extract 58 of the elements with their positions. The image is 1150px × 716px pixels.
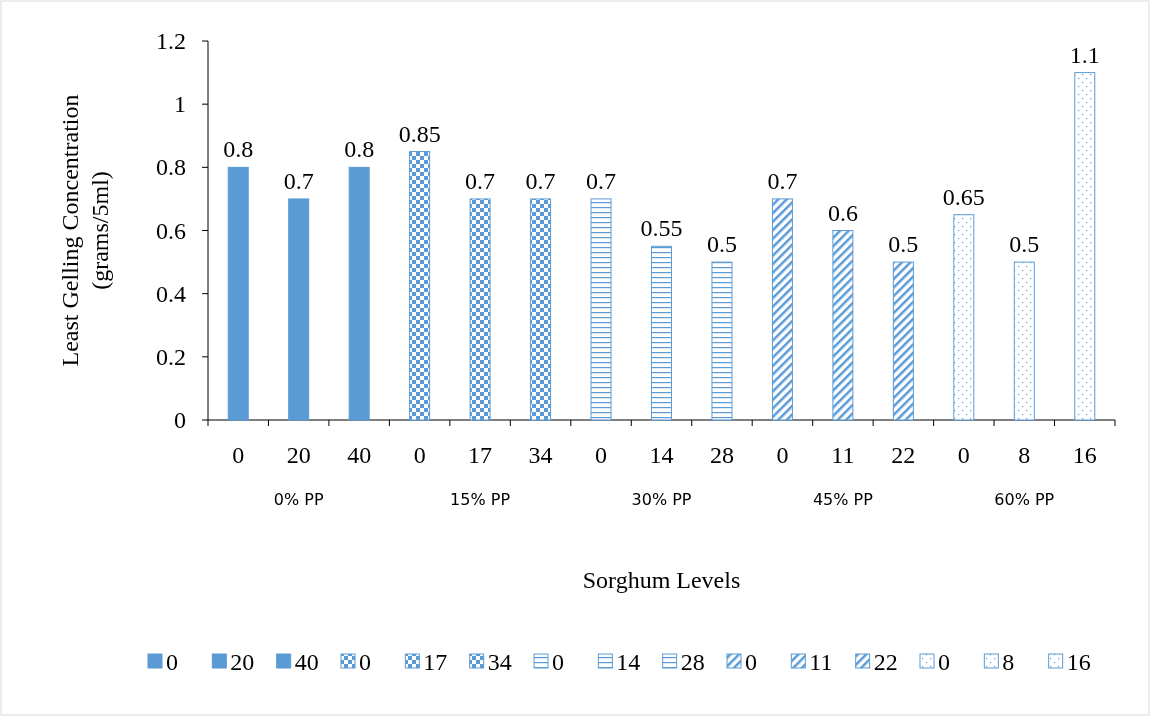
y-tick-label: 1.2 bbox=[156, 28, 186, 54]
legend-label: 0 bbox=[938, 649, 950, 675]
data-label: 1.1 bbox=[1069, 41, 1100, 68]
x-tick-label: 40 bbox=[347, 442, 372, 468]
x-tick-label: 8 bbox=[1018, 442, 1031, 468]
data-label: 0.5 bbox=[888, 231, 919, 258]
y-tick-label: 0.6 bbox=[156, 217, 186, 244]
x-tick-label: 28 bbox=[709, 442, 734, 468]
data-label: 0.7 bbox=[767, 167, 798, 194]
y-tick-label: 0.2 bbox=[156, 343, 186, 370]
y-tick-label: 0.8 bbox=[156, 154, 186, 181]
x-tick-label: 11 bbox=[831, 442, 855, 468]
x-tick-label: 17 bbox=[468, 442, 493, 468]
data-label: 0.65 bbox=[942, 183, 985, 210]
y-axis-title: Least Gelling Concentration (grams/5ml) bbox=[57, 94, 113, 367]
y-tick-label: 1 bbox=[174, 91, 186, 118]
x-tick-label: 0 bbox=[957, 442, 970, 468]
legend-label: 0 bbox=[745, 649, 757, 675]
y-tick-label: 0.4 bbox=[156, 280, 186, 307]
data-label: 0.7 bbox=[465, 167, 496, 194]
x-tick-label: 0 bbox=[595, 442, 608, 468]
legend-label: 16 bbox=[1066, 649, 1091, 675]
text: 0% PP bbox=[273, 490, 324, 509]
data-label: 0.8 bbox=[344, 136, 375, 163]
x-tick-label: 34 bbox=[528, 442, 553, 468]
text: 60% PP bbox=[994, 490, 1055, 509]
data-label: 0.7 bbox=[586, 167, 617, 194]
data-label: 0.7 bbox=[525, 167, 556, 194]
x-tick-label: 0 bbox=[776, 442, 789, 468]
x-tick-label: 20 bbox=[286, 442, 311, 468]
x-tick-label: 22 bbox=[891, 442, 916, 468]
legend-label: 0 bbox=[552, 649, 564, 675]
x-tick-label: 14 bbox=[649, 442, 674, 468]
data-label: 0.5 bbox=[1009, 231, 1040, 258]
x-tick-label: 0 bbox=[232, 442, 245, 468]
legend-label: 8 bbox=[1002, 649, 1015, 675]
data-label: 0.6 bbox=[827, 199, 858, 226]
data-label: 0.55 bbox=[640, 215, 683, 242]
data-label: 0.85 bbox=[398, 120, 441, 147]
legend-label: 28 bbox=[680, 649, 705, 675]
data-label: 0.7 bbox=[283, 167, 314, 194]
x-tick-label: 16 bbox=[1072, 442, 1097, 468]
x-tick-label: 0 bbox=[413, 442, 426, 468]
text: 45% PP bbox=[812, 490, 874, 509]
data-label: 0.5 bbox=[706, 231, 737, 258]
legend-label: 40 bbox=[294, 649, 319, 675]
x-axis-title: Sorghum Levels bbox=[582, 567, 741, 593]
text: 15% PP bbox=[450, 490, 511, 509]
y-tick-label: 0 bbox=[174, 407, 186, 433]
legend-label: 11 bbox=[809, 649, 833, 675]
legend-label: 20 bbox=[230, 649, 255, 675]
data-label: 0.8 bbox=[223, 136, 254, 163]
legend-label: 34 bbox=[487, 649, 512, 675]
legend-label: 14 bbox=[616, 649, 641, 675]
legend-label: 22 bbox=[873, 649, 898, 675]
text: 30% PP bbox=[631, 490, 692, 509]
legend-label: 0 bbox=[359, 649, 371, 675]
legend-label: 17 bbox=[423, 649, 448, 675]
